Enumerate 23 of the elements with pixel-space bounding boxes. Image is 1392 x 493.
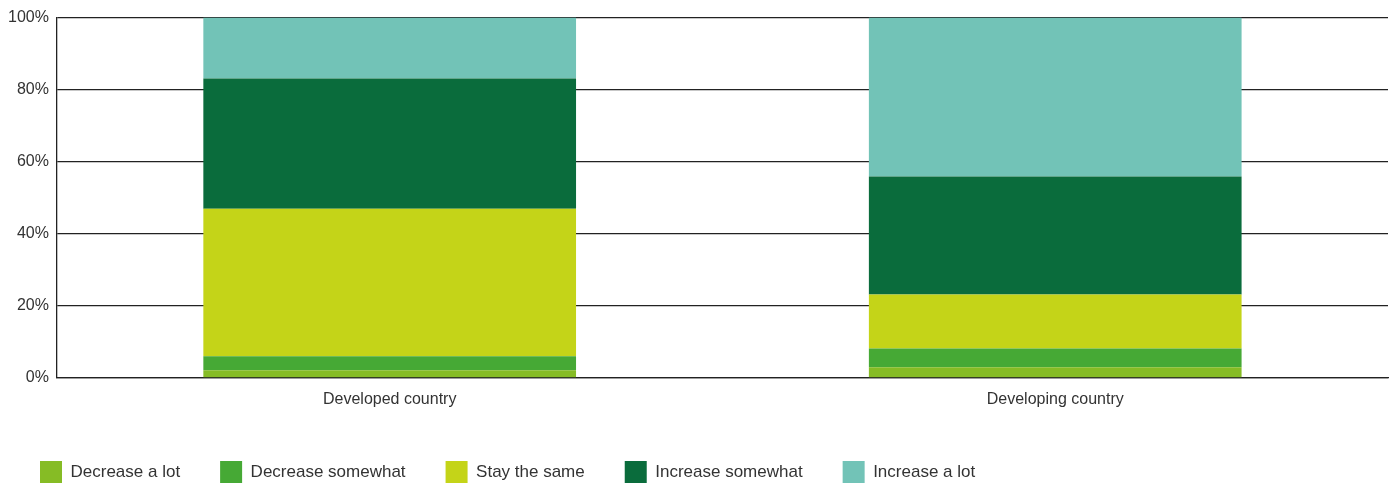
bar (868, 176, 1242, 295)
y-tick-label: 20% (16, 296, 49, 314)
x-tick-label: Developing country (986, 389, 1124, 407)
bar (868, 17, 1242, 177)
y-tick-label: 100% (8, 8, 49, 26)
y-tick-label: 0% (25, 368, 49, 386)
bar (203, 208, 577, 357)
bar (203, 370, 577, 378)
legend-label: Increase somewhat (655, 461, 803, 481)
x-tick-label: Developed country (322, 389, 457, 407)
bar (868, 348, 1242, 368)
y-tick-label: 80% (16, 80, 49, 98)
legend-label: Decrease a lot (70, 461, 181, 481)
bar (868, 294, 1242, 349)
y-tick-label: 60% (16, 152, 49, 170)
bar (203, 17, 577, 79)
y-tick-label: 40% (16, 224, 49, 242)
legend-label: Stay the same (476, 461, 585, 481)
legend-label: Increase a lot (873, 461, 976, 481)
bar (203, 78, 577, 209)
bar (203, 356, 577, 371)
bar (868, 367, 1242, 378)
legend-label: Decrease somewhat (250, 461, 406, 481)
